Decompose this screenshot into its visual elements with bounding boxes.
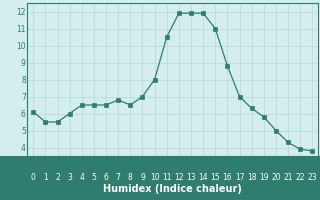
Text: 20: 20 — [271, 172, 281, 182]
Text: 23: 23 — [308, 172, 317, 182]
Text: 10: 10 — [150, 172, 159, 182]
Text: 22: 22 — [295, 172, 305, 182]
Text: 16: 16 — [223, 172, 232, 182]
Text: 2: 2 — [55, 172, 60, 182]
Text: Humidex (Indice chaleur): Humidex (Indice chaleur) — [103, 184, 242, 194]
Text: 12: 12 — [174, 172, 184, 182]
Text: 11: 11 — [162, 172, 172, 182]
Text: 5: 5 — [92, 172, 96, 182]
Text: 7: 7 — [116, 172, 121, 182]
Text: 6: 6 — [104, 172, 108, 182]
Text: 8: 8 — [128, 172, 133, 182]
Text: 0: 0 — [31, 172, 36, 182]
Text: 1: 1 — [43, 172, 48, 182]
Text: 13: 13 — [186, 172, 196, 182]
Text: 18: 18 — [247, 172, 256, 182]
Text: 19: 19 — [259, 172, 268, 182]
Text: 4: 4 — [79, 172, 84, 182]
Text: 17: 17 — [235, 172, 244, 182]
Text: 21: 21 — [283, 172, 293, 182]
Text: 3: 3 — [67, 172, 72, 182]
Text: 9: 9 — [140, 172, 145, 182]
Text: 14: 14 — [198, 172, 208, 182]
Text: 15: 15 — [211, 172, 220, 182]
